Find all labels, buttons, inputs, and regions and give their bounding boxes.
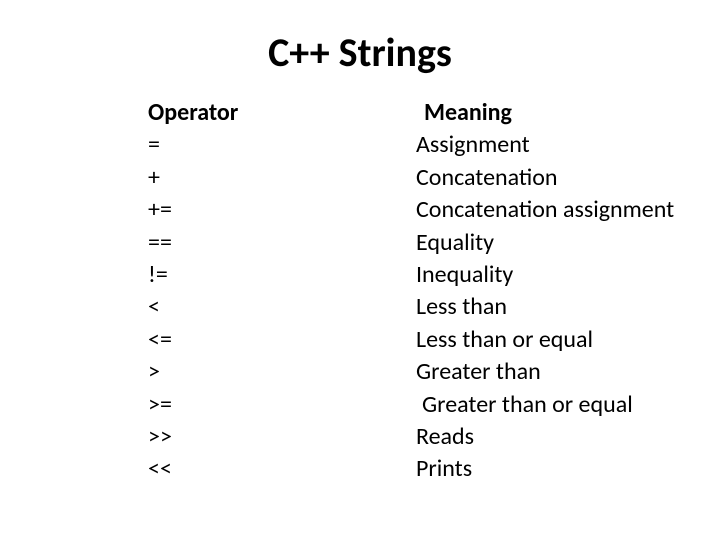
table-row: < — [148, 291, 416, 323]
table-row: <= — [148, 324, 416, 356]
table-row: Prints — [416, 453, 700, 485]
table-row: == — [148, 227, 416, 259]
operator-table: Operator = + += == != < <= > >= >> << Me… — [0, 97, 720, 486]
meaning-header: Meaning — [416, 97, 700, 129]
table-row: Equality — [416, 227, 700, 259]
meaning-column: Meaning Assignment Concatenation Concate… — [416, 97, 700, 486]
operator-column: Operator = + += == != < <= > >= >> << — [148, 97, 416, 486]
operator-header: Operator — [148, 97, 416, 129]
table-row: Concatenation — [416, 162, 700, 194]
table-row: >= — [148, 389, 416, 421]
table-row: = — [148, 129, 416, 161]
table-row: != — [148, 259, 416, 291]
table-row: Greater than — [416, 356, 700, 388]
table-row: Less than — [416, 291, 700, 323]
table-row: Inequality — [416, 259, 700, 291]
table-row: Concatenation assignment — [416, 194, 700, 226]
table-row: > — [148, 356, 416, 388]
table-row: Reads — [416, 421, 700, 453]
table-row: Greater than or equal — [416, 389, 700, 421]
table-row: += — [148, 194, 416, 226]
table-row: + — [148, 162, 416, 194]
page-title: C++ Strings — [0, 0, 720, 97]
table-row: Assignment — [416, 129, 700, 161]
table-row: >> — [148, 421, 416, 453]
table-row: Less than or equal — [416, 324, 700, 356]
table-row: << — [148, 453, 416, 485]
